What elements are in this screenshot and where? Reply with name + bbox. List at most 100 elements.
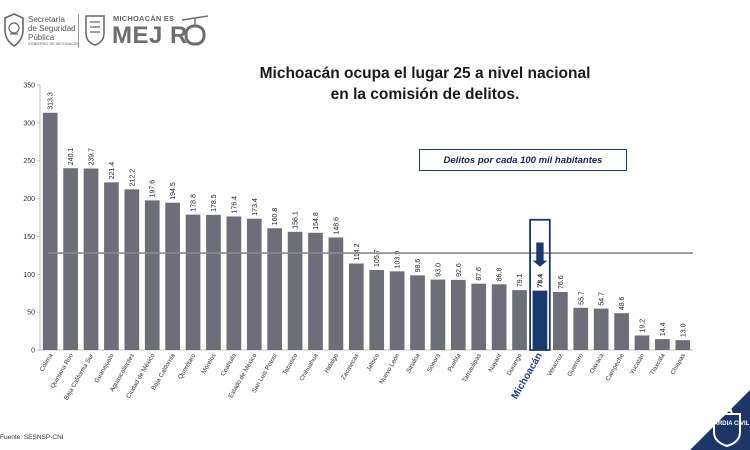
shield-icon (713, 413, 741, 448)
bar (308, 232, 323, 350)
bar (226, 216, 242, 350)
bar-value-label: 239.7 (89, 148, 96, 166)
bar-value-label: 13.0 (680, 323, 687, 337)
category-label: Durango (506, 352, 524, 377)
bar-value-label: 87.6 (476, 267, 483, 281)
category-label: Hidalgo (323, 352, 340, 374)
source-note: Fuente: SESNSP-CNI (0, 434, 64, 441)
category-label: Oaxaca (588, 352, 605, 375)
category-label: Zacatecas (340, 353, 361, 382)
bar (471, 283, 487, 350)
bar (655, 339, 670, 350)
y-tick-label: 200 (23, 196, 35, 203)
bar-value-label: 194.5 (170, 182, 177, 200)
ssp-line2: de Seguridad (28, 24, 76, 33)
bar (246, 218, 262, 350)
category-label: Sonora (426, 352, 442, 374)
bar (634, 335, 650, 350)
bar (42, 112, 58, 350)
y-tick-label: 0 (31, 348, 35, 355)
bar-value-label: 160.8 (272, 208, 279, 226)
bar (287, 231, 303, 350)
category-label: Jalisco (365, 352, 381, 373)
guardia-civil-badge: GUARDIA CIVIL (690, 390, 750, 450)
bar (410, 275, 425, 350)
brand-small-text: MICHOACÁN ES (113, 14, 175, 23)
bar-value-label: 173.4 (252, 198, 259, 216)
category-label: Campeche (605, 352, 627, 382)
category-label: Tlaxcala (649, 352, 667, 376)
bar-value-label: 114.2 (354, 243, 361, 260)
category-label: Tabasco (282, 352, 300, 376)
highlight-frame (529, 218, 551, 351)
title-line-1: Michoacán ocupa el lugar 25 a nivel naci… (259, 65, 591, 82)
category-label: Yucatán (629, 352, 647, 376)
category-label: Guanajuato (93, 352, 116, 384)
ssp-line1: Secretaría (28, 15, 65, 24)
bar-value-label: 154.8 (313, 212, 320, 230)
category-label: Sinaloa (405, 352, 422, 374)
cable-car-icon (181, 15, 209, 46)
bar-value-label: 93.0 (435, 263, 442, 277)
bar-value-label: 14.4 (660, 322, 667, 336)
brand-big-text: MEJ R (112, 22, 188, 49)
y-tick-label: 300 (23, 120, 35, 127)
y-tick-label: 100 (23, 272, 35, 279)
bar-value-label: 148.6 (333, 217, 340, 235)
badge-text: GUARDIA CIVIL (705, 421, 750, 427)
category-label: Querétaro (177, 352, 197, 380)
y-tick-label: 250 (23, 158, 35, 165)
ssp-logo-text: Secretaría de Seguridad Pública GOBIERNO… (28, 15, 79, 47)
bar (267, 228, 283, 350)
bar-value-label: 221.4 (109, 162, 116, 180)
bar (389, 271, 405, 350)
bar-value-label: 178.8 (191, 194, 198, 212)
legend-text: Delitos por cada 100 mil habitantes (443, 154, 603, 166)
badge-background (690, 390, 750, 450)
bar-value-label: 76.6 (558, 275, 565, 289)
down-arrow-icon (532, 242, 548, 267)
category-label: Chihuahua (298, 352, 320, 382)
category-label: Puebla (447, 352, 463, 373)
star-icon (717, 396, 737, 414)
bar-value-label: 103.9 (395, 251, 402, 269)
bar (104, 182, 119, 350)
header-logos: Secretaría de Seguridad Pública GOBIERNO… (0, 0, 750, 60)
y-tick-label: 150 (23, 234, 35, 241)
bar-value-label: 156.1 (293, 211, 300, 229)
bar (165, 202, 180, 350)
category-label: Nuevo León (378, 352, 401, 385)
bar (63, 168, 78, 350)
bar (430, 279, 446, 350)
bar-value-label: 92.6 (456, 263, 463, 277)
bar-highlight (532, 290, 548, 350)
ssp-subtitle: GOBIERNO DE MICHOACÁN (28, 42, 80, 46)
category-label: Veracruz (546, 353, 564, 378)
bar-value-label: 86.8 (497, 268, 504, 282)
bar-value-label: 98.6 (415, 259, 422, 273)
bar (593, 308, 609, 350)
logo-divider (78, 14, 79, 48)
bar (185, 214, 201, 350)
bar (675, 340, 691, 350)
bar-value-label: 240.1 (68, 148, 75, 166)
ssp-line3: Pública (28, 33, 55, 42)
bar (450, 279, 466, 350)
bar (206, 214, 221, 350)
y-tick-label: 350 (23, 83, 35, 90)
michoacan-crest-icon (85, 15, 105, 46)
bar (369, 269, 385, 350)
category-label: Guerrero (566, 352, 585, 378)
bar (83, 168, 99, 350)
bar-value-label: 54.7 (599, 292, 606, 306)
bar-value-label: 313.3 (48, 92, 55, 110)
category-label: Tamaulipas (461, 353, 483, 384)
bar (573, 307, 589, 350)
chart-title: Michoacán ocupa el lugar 25 a nivel naci… (170, 63, 680, 105)
bar-value-label: 176.4 (231, 196, 238, 214)
category-label: Morelos (200, 353, 217, 376)
bar-value-label: 78.4 (537, 274, 544, 288)
category-label: Colima (39, 352, 55, 373)
category-label: Coahuila (220, 352, 239, 377)
legend-box: Delitos por cada 100 mil habitantes (419, 149, 627, 171)
